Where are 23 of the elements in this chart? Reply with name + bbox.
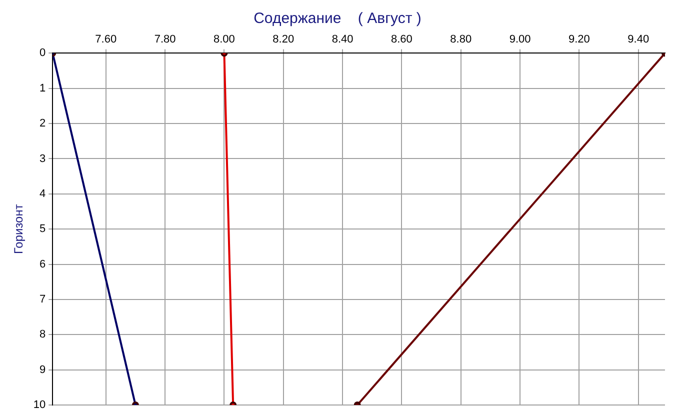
- y-tick-label: 5: [40, 223, 46, 236]
- y-tick-label: 8: [40, 328, 46, 341]
- chart-title: Содержание ( Август ): [252, 10, 422, 27]
- y-axis-title: Горизонт: [12, 204, 26, 254]
- x-tick-label: 9.40: [628, 34, 650, 46]
- y-tick-label: 0: [40, 47, 46, 60]
- y-tick-label: 9: [40, 364, 46, 376]
- x-tick-label: 8.20: [272, 34, 294, 46]
- x-tick-label: 8.60: [391, 34, 412, 46]
- x-tick-label: 8.00: [214, 34, 235, 46]
- y-tick-label: 3: [40, 152, 46, 165]
- x-tick-label: 7.80: [154, 34, 176, 46]
- y-tick-label: 10: [33, 399, 46, 412]
- x-tick-label: 7.60: [95, 34, 117, 46]
- x-tick-label: 9.20: [568, 34, 590, 46]
- y-tick-label: 1: [40, 82, 46, 94]
- x-tick-label: 8.80: [450, 34, 472, 46]
- x-tick-label: 8.40: [332, 34, 354, 46]
- y-tick-label: 6: [40, 258, 46, 270]
- y-tick-label: 4: [40, 188, 46, 200]
- y-tick-label: 2: [40, 118, 46, 130]
- x-tick-label: 9.00: [509, 34, 531, 46]
- y-tick-label: 7: [40, 293, 46, 306]
